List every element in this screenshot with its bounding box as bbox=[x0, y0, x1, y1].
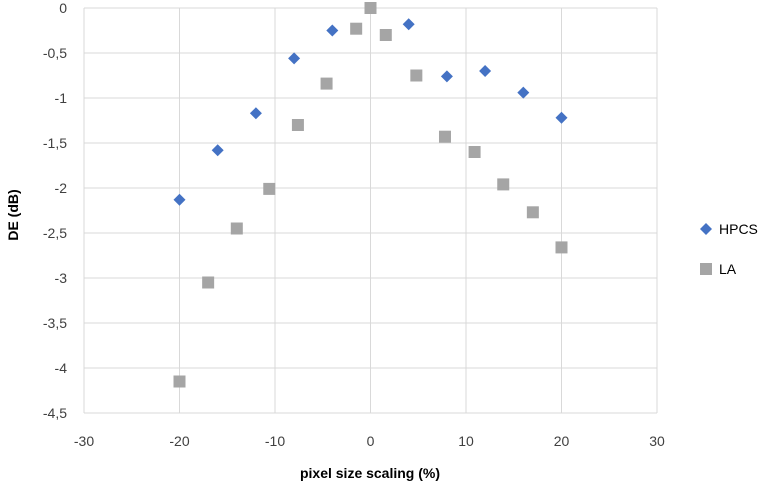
legend-label: HPCS bbox=[719, 221, 758, 237]
legend-item-hpcs: HPCS bbox=[700, 221, 758, 237]
y-axis-title: DE (dB) bbox=[5, 189, 21, 240]
hpcs-point bbox=[249, 107, 262, 120]
y-tick-label: -3,5 bbox=[43, 315, 67, 331]
legend-item-la: LA bbox=[700, 261, 737, 277]
la-point bbox=[364, 2, 377, 14]
y-tick-label: -2 bbox=[55, 180, 68, 196]
y-tick-label: -1 bbox=[55, 90, 68, 106]
series-hpcs bbox=[173, 18, 568, 206]
hpcs-point bbox=[173, 193, 186, 206]
y-tick-label: -2,5 bbox=[43, 225, 67, 241]
horizontal-gridlines bbox=[84, 7, 657, 414]
x-tick-label: -30 bbox=[74, 433, 94, 449]
hpcs-point bbox=[402, 18, 415, 31]
hpcs-point bbox=[440, 70, 453, 83]
series-la bbox=[173, 2, 568, 388]
legend: HPCS LA bbox=[700, 221, 758, 277]
la-point bbox=[526, 206, 539, 219]
la-point bbox=[438, 130, 451, 143]
y-tick-label: -0,5 bbox=[43, 45, 67, 61]
hpcs-point bbox=[288, 52, 301, 65]
hpcs-point bbox=[479, 65, 492, 77]
la-point bbox=[173, 375, 186, 388]
la-point bbox=[497, 178, 510, 191]
la-point bbox=[230, 222, 243, 235]
x-tick-labels: -30 -20 -10 0 10 20 30 bbox=[74, 433, 665, 449]
data-points bbox=[173, 2, 568, 388]
hpcs-point bbox=[517, 86, 530, 99]
la-point bbox=[555, 241, 568, 254]
legend-marker-hpcs bbox=[700, 223, 712, 235]
la-point bbox=[410, 69, 423, 82]
la-point bbox=[263, 182, 276, 195]
y-tick-label: 0 bbox=[59, 0, 67, 16]
x-tick-label: -10 bbox=[265, 433, 285, 449]
la-point bbox=[291, 119, 304, 131]
x-axis-title: pixel size scaling (%) bbox=[300, 465, 440, 481]
y-tick-label: -4 bbox=[55, 360, 68, 376]
x-tick-label: 0 bbox=[367, 433, 375, 449]
hpcs-point bbox=[326, 24, 339, 37]
x-tick-label: 20 bbox=[554, 433, 570, 449]
y-tick-label: -4,5 bbox=[43, 405, 67, 421]
hpcs-point bbox=[211, 144, 224, 157]
legend-label: LA bbox=[719, 261, 737, 277]
la-point bbox=[320, 77, 333, 90]
y-tick-label: -3 bbox=[55, 270, 68, 286]
legend-marker-la bbox=[700, 263, 712, 275]
vertical-gridlines bbox=[83, 8, 658, 413]
x-tick-label: 30 bbox=[649, 433, 665, 449]
la-point bbox=[468, 146, 481, 158]
x-tick-label: 10 bbox=[458, 433, 474, 449]
la-point bbox=[379, 29, 392, 41]
la-point bbox=[350, 22, 363, 35]
y-tick-label: -1,5 bbox=[43, 135, 67, 151]
la-point bbox=[202, 276, 215, 289]
x-tick-label: -20 bbox=[169, 433, 189, 449]
y-tick-labels: 0 -0,5 -1 -1,5 -2 -2,5 -3 -3,5 -4 -4,5 bbox=[43, 0, 67, 421]
hpcs-point bbox=[555, 111, 568, 124]
